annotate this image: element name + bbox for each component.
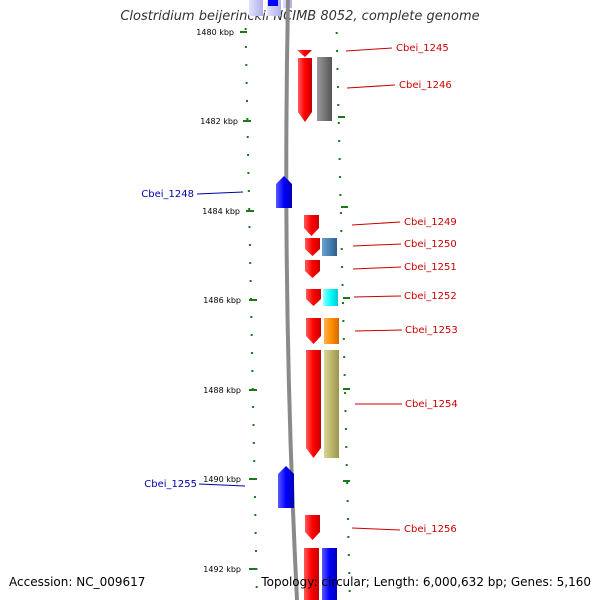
gene-cbei-1250-arrow	[305, 238, 320, 256]
gene-cbei-1252-arrow	[306, 289, 321, 306]
label-callouts	[196, 47, 403, 531]
topology-text: Topology: circular; Length: 6,000,632 bp…	[261, 575, 591, 589]
gene-label-cbei-1252: Cbei_1252	[404, 291, 457, 302]
gene-cbei-1255-arrow	[278, 466, 294, 508]
tick-label-1484: 1484 kbp	[202, 207, 240, 216]
gene-labels: Cbei_1245 Cbei_1246 Cbei_1248 Cbei_1249 …	[141, 43, 457, 535]
map-title: Clostridium beijerinckii NCIMB 8052, com…	[120, 9, 480, 24]
gene-label-cbei-1248: Cbei_1248	[141, 189, 194, 200]
gene-label-cbei-1246: Cbei_1246	[399, 80, 452, 91]
gene-cbei-1251-arrow	[305, 260, 320, 278]
gene-cbei-1254-arrow	[306, 350, 321, 458]
genome-backbone	[284, 0, 299, 600]
gene-cbei-1249-arrow	[304, 215, 319, 236]
tick-label-1482: 1482 kbp	[200, 117, 238, 126]
tick-dot-track	[244, 28, 351, 592]
gene-label-cbei-1254: Cbei_1254	[405, 399, 458, 410]
gene-cbei-1253-arrow	[306, 318, 321, 344]
cog-track	[317, 57, 339, 600]
gene-cbei-1246-arrow	[298, 58, 312, 122]
accession-text: Accession: NC_009617	[9, 575, 146, 589]
tick-labels: 1480 kbp 1482 kbp 1484 kbp 1486 kbp 1488…	[196, 28, 350, 574]
gene-label-cbei-1250: Cbei_1250	[404, 239, 457, 250]
tick-label-1486: 1486 kbp	[203, 296, 241, 305]
tick-label-1480: 1480 kbp	[196, 28, 234, 37]
gene-label-cbei-1255: Cbei_1255	[144, 479, 197, 490]
gene-label-cbei-1249: Cbei_1249	[404, 217, 457, 228]
reverse-cds-track	[276, 176, 294, 508]
gene-cbei-1248-arrow	[276, 176, 292, 208]
tick-label-1490: 1490 kbp	[203, 475, 241, 484]
gene-cbei-1256-arrow	[305, 515, 320, 540]
tick-label-1492: 1492 kbp	[203, 565, 241, 574]
forward-cds-track	[297, 50, 321, 600]
top-edge-features	[249, 0, 292, 16]
gene-label-cbei-1253: Cbei_1253	[405, 325, 458, 336]
gene-label-cbei-1251: Cbei_1251	[404, 262, 457, 273]
tick-label-1488: 1488 kbp	[203, 386, 241, 395]
gene-label-cbei-1256: Cbei_1256	[404, 524, 457, 535]
gene-label-cbei-1245: Cbei_1245	[396, 43, 449, 54]
gene-cbei-1245-arrow	[297, 50, 312, 57]
